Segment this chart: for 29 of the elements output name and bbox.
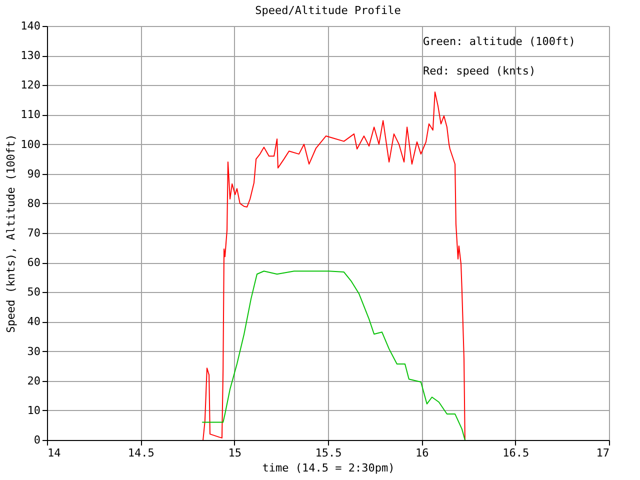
line-series [202,91,466,440]
y-tick-label: 100 [20,138,40,151]
y-tick-label: 10 [27,404,40,417]
y-tick-label: 120 [20,78,40,92]
x-tick-label: 14 [48,446,62,460]
y-tick-label: 140 [20,20,40,32]
y-tick-label: 110 [20,108,40,122]
y-tick-label: 60 [27,256,40,270]
y-tick-label: 0 [34,434,40,446]
x-tick-label: 16 [416,446,429,460]
x-tick-label: 16.5 [502,446,530,460]
annotation: Red: speed (knts) [423,64,536,78]
y-tick-label: 70 [27,226,40,240]
y-tick-label: 130 [20,49,40,62]
x-axis-title: time (14.5 = 2:30pm) [262,462,395,474]
y-tick-label: 30 [27,344,40,358]
x-tick-label: 15.5 [315,446,342,460]
x-tick-label: 15 [228,446,242,460]
y-tick-label: 40 [27,315,40,328]
x-tick-label: 17 [596,446,610,460]
y-tick-label: 90 [27,167,40,180]
annotation: Green: altitude (100ft) [423,35,576,48]
chart-title: Speed/Altitude Profile [255,4,401,17]
x-tick-label: 14.5 [128,446,154,460]
y-tick-label: 50 [27,286,40,299]
line-series [202,270,466,440]
y-tick-label: 80 [27,196,40,210]
y-axis-title: Speed (knts), Altitude (100ft) [4,134,18,333]
y-tick-label: 20 [27,374,40,388]
